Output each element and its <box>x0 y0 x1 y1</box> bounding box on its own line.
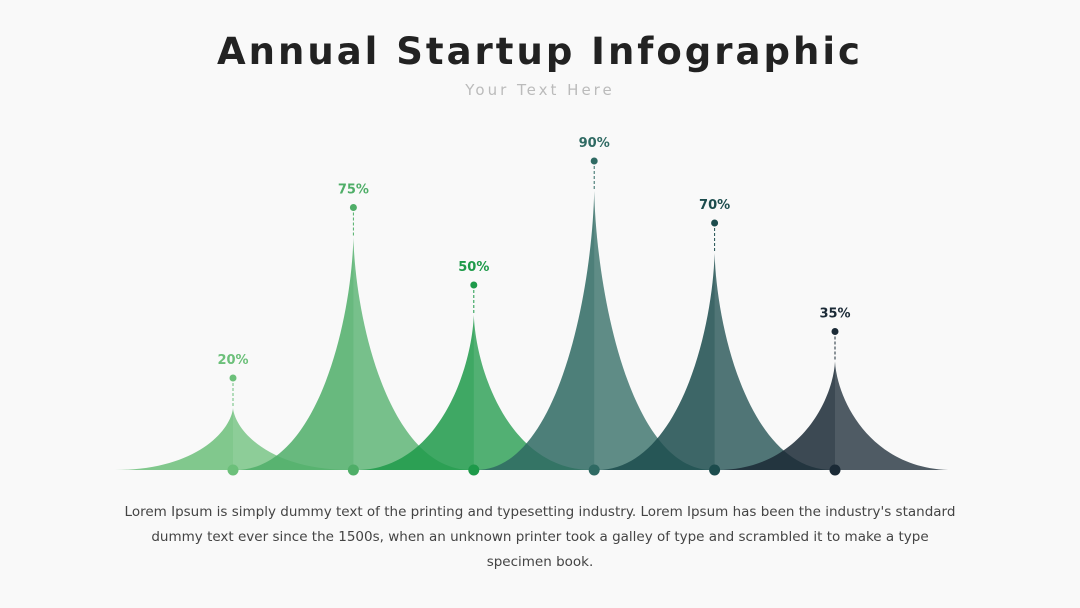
value-label: 70% <box>699 198 730 213</box>
base-dot <box>829 464 841 476</box>
peak <box>235 237 472 470</box>
peak-dot <box>470 281 478 289</box>
base-dot <box>468 464 480 476</box>
value-label: 50% <box>458 260 489 275</box>
peak-highlight <box>353 237 472 470</box>
peak-dot <box>349 204 357 211</box>
peak <box>596 253 833 470</box>
subtitle: Your Text Here <box>465 81 615 99</box>
base-dot <box>709 464 721 476</box>
base-dot <box>227 464 239 476</box>
peak-highlight <box>835 361 953 470</box>
peak <box>717 361 953 470</box>
peak <box>476 191 713 470</box>
peak-highlight <box>594 191 713 470</box>
value-label: 35% <box>819 307 850 322</box>
base-dot <box>588 464 600 476</box>
peak-dot <box>831 328 839 335</box>
peak <box>115 408 351 470</box>
value-label: 75% <box>338 183 369 198</box>
value-label: 90% <box>579 136 610 151</box>
base-dot <box>347 464 359 476</box>
peak-dot <box>711 219 719 227</box>
peak <box>355 315 592 470</box>
peak-highlight <box>473 315 592 470</box>
peak-highlight <box>233 408 351 470</box>
peak-highlight <box>714 253 833 470</box>
title: Annual Startup Infographic <box>217 30 863 73</box>
value-label: 20% <box>217 353 248 368</box>
peak-dot <box>229 374 237 382</box>
description: Lorem Ipsum is simply dummy text of the … <box>124 504 956 570</box>
peak-dot <box>590 157 598 165</box>
